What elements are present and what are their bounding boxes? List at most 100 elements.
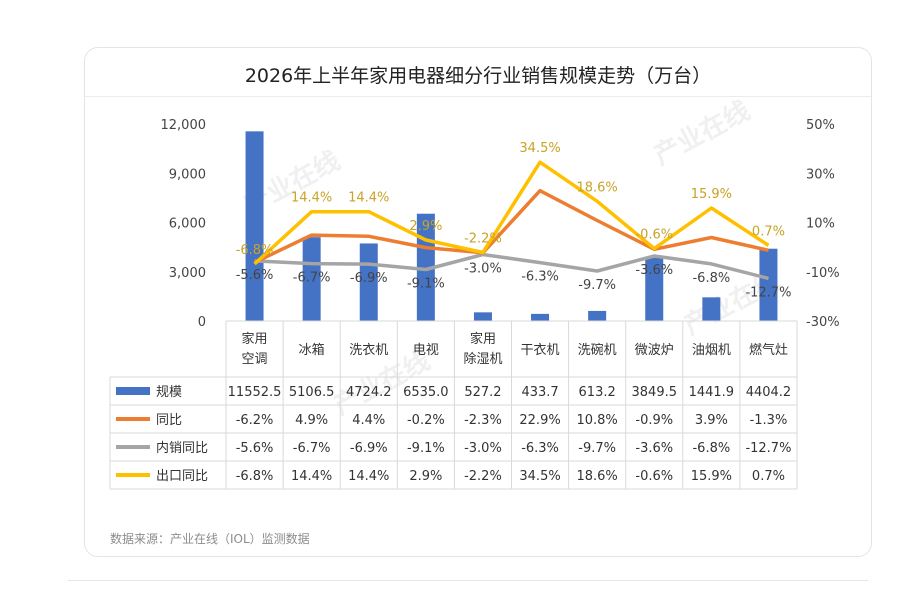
table-cell: -12.7% xyxy=(745,441,791,456)
export-label-6: 18.6% xyxy=(576,180,617,195)
table-cell: 18.6% xyxy=(576,469,617,484)
table-cell: 22.9% xyxy=(519,413,560,428)
domestic-label-7: -3.6% xyxy=(635,263,673,278)
category-label-5: 干衣机 xyxy=(521,342,560,358)
domestic-label-4: -3.0% xyxy=(464,262,502,277)
table-cell: -9.7% xyxy=(578,441,616,456)
table-cell: 4404.2 xyxy=(746,385,792,400)
export-label-9: 0.7% xyxy=(752,224,785,239)
table-cell: -0.2% xyxy=(407,413,445,428)
export-label-4: -2.2% xyxy=(464,232,502,247)
export-label-5: 34.5% xyxy=(519,141,560,156)
export-label-8: 15.9% xyxy=(691,187,732,202)
y-left-tick: 12,000 xyxy=(161,118,207,133)
table-cell: 14.4% xyxy=(348,469,389,484)
category-label-6: 洗碗机 xyxy=(578,342,617,358)
bar-7 xyxy=(645,257,664,321)
table-cell: 5106.5 xyxy=(289,385,335,400)
chart-card: 2026年上半年家用电器细分行业销售规模走势（万台） xyxy=(84,47,872,557)
category-label-7: 微波炉 xyxy=(635,343,674,358)
table-cell: 613.2 xyxy=(579,385,616,400)
line-出口同比 xyxy=(253,160,770,266)
y-left-tick: 0 xyxy=(198,315,206,330)
table-cell: 3.9% xyxy=(695,413,728,428)
table-cell: 14.4% xyxy=(291,469,332,484)
table-cell: -2.2% xyxy=(464,469,502,484)
domestic-label-8: -6.8% xyxy=(692,271,730,286)
bar-9 xyxy=(759,248,778,321)
table-cell: -6.3% xyxy=(521,441,559,456)
bar-4 xyxy=(473,312,492,321)
bottom-divider xyxy=(68,580,868,581)
table-cell: -3.0% xyxy=(464,441,502,456)
table-cell: -6.8% xyxy=(236,469,274,484)
table-cell: -0.6% xyxy=(635,469,673,484)
table-cell: 3849.5 xyxy=(632,385,678,400)
table-cell: 11552.5 xyxy=(228,385,282,400)
table-cell: 4.9% xyxy=(295,413,328,428)
table-cell: -6.7% xyxy=(293,441,331,456)
table-cell: 4.4% xyxy=(352,413,385,428)
table-cell: -3.6% xyxy=(635,441,673,456)
table-cell: 2.9% xyxy=(409,469,442,484)
table-cell: -6.2% xyxy=(236,413,274,428)
table-cell: -1.3% xyxy=(750,413,788,428)
export-label-3: 2.9% xyxy=(409,219,442,234)
legend-label-内销同比: 内销同比 xyxy=(156,440,208,456)
export-label-7: -0.6% xyxy=(635,228,673,243)
legend-label-规模: 规模 xyxy=(156,385,182,400)
table-cell: 10.8% xyxy=(576,413,617,428)
export-label-2: 14.4% xyxy=(348,191,389,206)
table-cell: 433.7 xyxy=(521,385,558,400)
table-cell: -6.9% xyxy=(350,441,388,456)
watermark-1: 产业在线 xyxy=(649,96,755,171)
table-cell: 6535.0 xyxy=(403,385,449,400)
category-label-0: 空调 xyxy=(242,352,268,367)
domestic-label-9: -12.7% xyxy=(745,285,791,300)
category-label-8: 油烟机 xyxy=(692,343,731,358)
source-note: 数据来源：产业在线（IOL）监测数据 xyxy=(110,532,310,546)
export-label-1: 14.4% xyxy=(291,191,332,206)
domestic-label-0: -5.6% xyxy=(236,268,274,283)
table-cell: 1441.9 xyxy=(689,385,735,400)
domestic-label-3: -9.1% xyxy=(407,277,445,292)
category-label-0: 家用 xyxy=(242,331,268,347)
table-cell: 34.5% xyxy=(519,469,560,484)
table-cell: 4724.2 xyxy=(346,385,392,400)
table-cell: 527.2 xyxy=(464,385,501,400)
title-divider xyxy=(85,96,871,97)
y-left-tick: 6,000 xyxy=(169,217,206,232)
table-cell: -9.1% xyxy=(407,441,445,456)
table-cell: -2.3% xyxy=(464,413,502,428)
y-right-tick: 50% xyxy=(806,118,835,133)
table-cell: 15.9% xyxy=(691,469,732,484)
bar-6 xyxy=(588,310,607,321)
bar-1 xyxy=(302,237,321,321)
y-right-tick: -10% xyxy=(806,266,840,281)
bar-0 xyxy=(245,131,264,321)
bar-5 xyxy=(531,313,550,321)
chart-title: 2026年上半年家用电器细分行业销售规模走势（万台） xyxy=(244,65,712,87)
domestic-label-5: -6.3% xyxy=(521,270,559,285)
table-cell: -5.6% xyxy=(236,441,274,456)
category-label-3: 电视 xyxy=(413,343,439,358)
line-内销同比 xyxy=(254,252,769,281)
y-right-tick: -30% xyxy=(806,315,840,330)
legend-label-同比: 同比 xyxy=(156,413,182,428)
line-同比 xyxy=(253,188,769,264)
y-right-tick: 10% xyxy=(806,217,835,232)
table-cell: -0.9% xyxy=(635,413,673,428)
domestic-label-2: -6.9% xyxy=(350,271,388,286)
export-label-0: -6.8% xyxy=(236,243,274,258)
bar-8 xyxy=(702,297,721,321)
category-label-9: 燃气灶 xyxy=(749,342,788,358)
category-label-1: 冰箱 xyxy=(299,342,325,358)
legend-label-出口同比: 出口同比 xyxy=(156,469,208,484)
y-left-tick: 9,000 xyxy=(169,167,206,182)
category-label-4: 家用 xyxy=(470,331,496,347)
table-cell: -6.8% xyxy=(692,441,730,456)
category-label-4: 除湿机 xyxy=(463,352,502,367)
domestic-label-6: -9.7% xyxy=(578,278,616,293)
domestic-label-1: -6.7% xyxy=(293,271,331,286)
